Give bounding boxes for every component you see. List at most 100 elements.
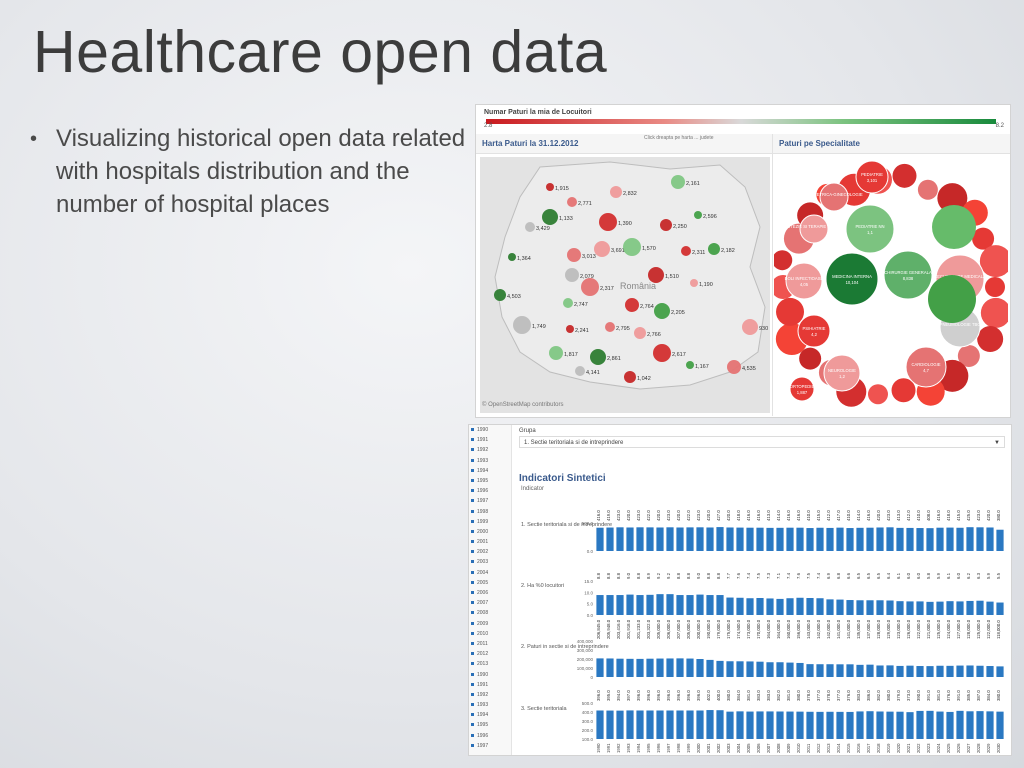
- indicator-bar[interactable]: [856, 664, 864, 677]
- indicator-bar[interactable]: [916, 528, 924, 551]
- indicator-bar[interactable]: [626, 710, 634, 739]
- indicator-bar[interactable]: [746, 527, 754, 551]
- indicator-bar[interactable]: [816, 711, 824, 739]
- map-dot[interactable]: [681, 246, 691, 256]
- indicator-bar[interactable]: [816, 598, 824, 615]
- specialty-bubble[interactable]: [891, 378, 916, 403]
- indicator-bar[interactable]: [726, 527, 734, 551]
- map-dot[interactable]: [624, 371, 636, 383]
- indicator-bar[interactable]: [896, 527, 904, 551]
- indicator-bar[interactable]: [626, 594, 634, 615]
- map-dot[interactable]: [566, 325, 574, 333]
- indicator-bar[interactable]: [946, 527, 954, 551]
- year-filter-item[interactable]: 2000: [469, 527, 511, 537]
- specialty-bubble[interactable]: [774, 250, 793, 271]
- map-dot[interactable]: [605, 322, 615, 332]
- indicator-bar[interactable]: [966, 711, 974, 739]
- map-dot[interactable]: [575, 366, 585, 376]
- indicator-bar[interactable]: [596, 658, 604, 677]
- map-dot[interactable]: [567, 197, 577, 207]
- indicator-bar[interactable]: [886, 665, 894, 677]
- indicator-bar[interactable]: [836, 664, 844, 677]
- map-dot[interactable]: [494, 289, 506, 301]
- indicator-bar[interactable]: [906, 601, 914, 615]
- indicator-bar[interactable]: [616, 527, 624, 551]
- specialty-bubble[interactable]: [972, 227, 995, 250]
- indicator-bar[interactable]: [726, 711, 734, 739]
- map-dot[interactable]: [660, 219, 672, 231]
- indicator-bar[interactable]: [606, 658, 614, 677]
- indicator-bar[interactable]: [846, 711, 854, 739]
- indicator-bar[interactable]: [786, 527, 794, 551]
- specialty-bubble[interactable]: [799, 214, 829, 244]
- indicator-bar[interactable]: [656, 527, 664, 551]
- indicator-bar[interactable]: [656, 658, 664, 677]
- indicator-bar[interactable]: [966, 665, 974, 677]
- year-filter-item[interactable]: 1997: [469, 496, 511, 506]
- indicator-bar[interactable]: [766, 527, 774, 551]
- year-filter-item[interactable]: 1993: [469, 456, 511, 466]
- indicator-bar[interactable]: [886, 600, 894, 615]
- indicator-bar[interactable]: [606, 527, 614, 551]
- indicator-bar[interactable]: [826, 664, 834, 677]
- indicator-bar[interactable]: [716, 710, 724, 739]
- indicator-bar[interactable]: [626, 527, 634, 551]
- map-dot[interactable]: [648, 267, 664, 283]
- indicator-bar[interactable]: [726, 597, 734, 615]
- indicator-bar[interactable]: [946, 711, 954, 739]
- indicator-bar[interactable]: [976, 600, 984, 615]
- indicator-bar[interactable]: [996, 711, 1004, 739]
- map-dot[interactable]: [623, 238, 641, 256]
- indicator-bar[interactable]: [766, 662, 774, 677]
- indicator-bar[interactable]: [926, 528, 934, 551]
- indicator-bar[interactable]: [856, 527, 864, 551]
- map-dot[interactable]: [599, 213, 617, 231]
- indicator-bar[interactable]: [796, 597, 804, 615]
- indicator-bar[interactable]: [826, 599, 834, 615]
- indicator-bar[interactable]: [716, 595, 724, 615]
- indicator-bar[interactable]: [676, 710, 684, 739]
- indicator-bar[interactable]: [866, 711, 874, 739]
- indicator-bar[interactable]: [646, 594, 654, 615]
- indicator-bar[interactable]: [896, 665, 904, 677]
- indicator-bar[interactable]: [876, 665, 884, 677]
- indicator-bar[interactable]: [936, 527, 944, 551]
- indicator-bar[interactable]: [746, 661, 754, 677]
- year-filter-item[interactable]: 1993: [469, 700, 511, 710]
- map-dot[interactable]: [567, 248, 581, 262]
- indicator-bar[interactable]: [776, 527, 784, 551]
- indicator-bar[interactable]: [806, 664, 814, 677]
- year-filter-list[interactable]: 1990 1991 1992 1993 1994 1995 1996 1997 1998 1999…: [469, 425, 512, 755]
- indicator-bar[interactable]: [676, 658, 684, 677]
- indicator-bar[interactable]: [816, 664, 824, 677]
- indicator-bar[interactable]: [926, 666, 934, 677]
- map-dot[interactable]: [549, 346, 563, 360]
- map-dot[interactable]: [542, 209, 558, 225]
- map-dot[interactable]: [508, 253, 516, 261]
- indicator-bar[interactable]: [736, 711, 744, 739]
- specialty-bubble[interactable]: [977, 326, 1004, 353]
- indicator-bar[interactable]: [676, 595, 684, 615]
- map-dot[interactable]: [727, 360, 741, 374]
- indicator-bar[interactable]: [756, 711, 764, 739]
- indicator-bar[interactable]: [806, 598, 814, 615]
- indicator-bar[interactable]: [776, 662, 784, 677]
- indicator-bar[interactable]: [846, 528, 854, 551]
- indicator-bar[interactable]: [986, 711, 994, 739]
- map-dot[interactable]: [742, 319, 758, 335]
- indicator-bar[interactable]: [906, 712, 914, 739]
- indicator-bar[interactable]: [846, 664, 854, 677]
- indicator-bar[interactable]: [736, 661, 744, 677]
- specialty-bubble[interactable]: [845, 204, 895, 254]
- map-dot[interactable]: [634, 327, 646, 339]
- indicator-bar[interactable]: [776, 598, 784, 615]
- map-dot[interactable]: [690, 279, 698, 287]
- indicator-bar[interactable]: [936, 665, 944, 677]
- map-dot[interactable]: [581, 278, 599, 296]
- indicator-bar[interactable]: [866, 600, 874, 615]
- indicator-bar[interactable]: [746, 598, 754, 615]
- indicator-bar[interactable]: [916, 710, 924, 739]
- indicator-bar[interactable]: [836, 599, 844, 615]
- indicator-bar[interactable]: [916, 666, 924, 677]
- indicator-bar[interactable]: [906, 527, 914, 551]
